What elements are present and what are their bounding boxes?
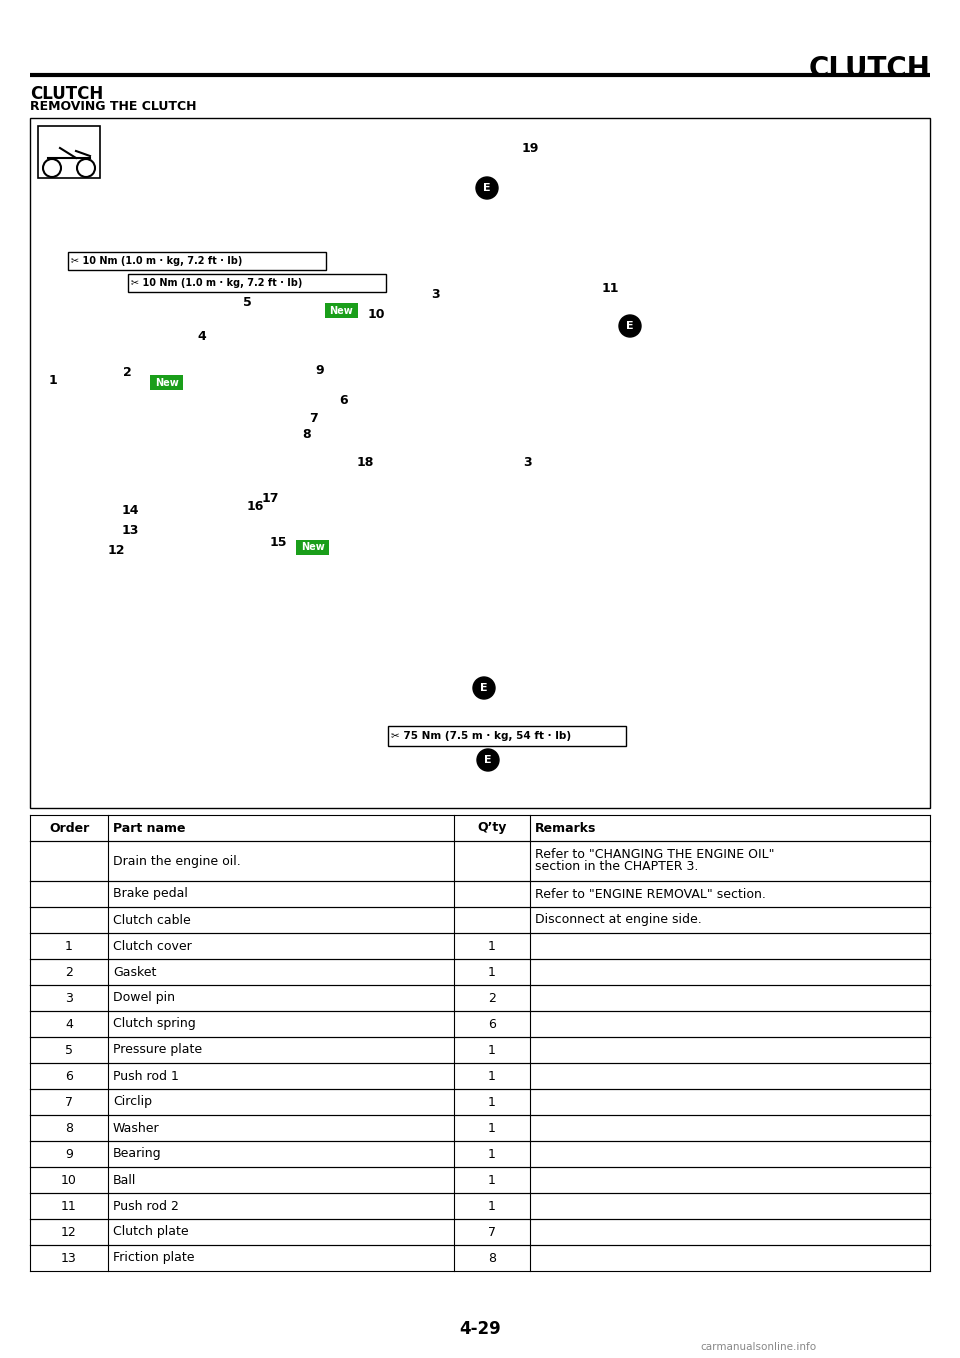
Bar: [30, 118, 930, 808]
Text: Clutch plate: Clutch plate: [113, 1225, 188, 1238]
Text: CLUTCH: CLUTCH: [30, 86, 104, 103]
Text: 1: 1: [488, 940, 496, 952]
Text: 6: 6: [65, 1070, 73, 1082]
Bar: [68, 253, 326, 270]
Text: 2: 2: [65, 966, 73, 979]
Text: 1: 1: [488, 1199, 496, 1213]
Text: Push rod 1: Push rod 1: [113, 1070, 179, 1082]
Bar: [38, 126, 100, 178]
Bar: [150, 375, 183, 390]
Circle shape: [477, 750, 499, 771]
Text: 4: 4: [65, 1017, 73, 1031]
Text: 12: 12: [61, 1225, 77, 1238]
Text: Q’ty: Q’ty: [477, 822, 507, 835]
Text: REMOVING THE CLUTCH: REMOVING THE CLUTCH: [30, 100, 197, 113]
Text: Gasket: Gasket: [113, 966, 156, 979]
Text: ✂ 10 Nm (1.0 m · kg, 7.2 ft · lb): ✂ 10 Nm (1.0 m · kg, 7.2 ft · lb): [71, 257, 242, 266]
Circle shape: [476, 177, 498, 200]
Text: 18: 18: [356, 455, 373, 469]
Text: 7: 7: [488, 1225, 496, 1238]
Text: CLUTCH: CLUTCH: [808, 56, 930, 83]
Text: Clutch cable: Clutch cable: [113, 914, 191, 926]
Text: 5: 5: [65, 1043, 73, 1057]
Text: 9: 9: [316, 364, 324, 376]
Text: 11: 11: [61, 1199, 77, 1213]
Text: Remarks: Remarks: [535, 822, 596, 835]
Text: Order: Order: [49, 822, 89, 835]
Text: 13: 13: [121, 523, 138, 536]
Text: 4: 4: [198, 330, 206, 342]
Text: 10: 10: [61, 1173, 77, 1187]
Text: Brake pedal: Brake pedal: [113, 888, 188, 900]
Text: 3: 3: [524, 455, 532, 469]
Text: 1: 1: [488, 966, 496, 979]
Text: 5: 5: [243, 296, 252, 310]
Text: Friction plate: Friction plate: [113, 1252, 195, 1264]
Text: 15: 15: [269, 536, 287, 550]
Circle shape: [619, 315, 641, 337]
Text: Ball: Ball: [113, 1173, 136, 1187]
Text: 12: 12: [108, 543, 125, 557]
Text: Bearing: Bearing: [113, 1148, 161, 1161]
Text: 3: 3: [431, 288, 440, 301]
Text: 8: 8: [65, 1122, 73, 1134]
Text: 17: 17: [261, 492, 278, 505]
Text: E: E: [626, 320, 634, 331]
Text: 2: 2: [488, 991, 496, 1005]
Text: Clutch cover: Clutch cover: [113, 940, 192, 952]
Text: 13: 13: [61, 1252, 77, 1264]
Text: 1: 1: [65, 940, 73, 952]
Text: section in the CHAPTER 3.: section in the CHAPTER 3.: [535, 861, 698, 873]
Text: Dowel pin: Dowel pin: [113, 991, 175, 1005]
Text: E: E: [483, 183, 491, 193]
Text: Refer to "CHANGING THE ENGINE OIL": Refer to "CHANGING THE ENGINE OIL": [535, 849, 775, 861]
Text: 19: 19: [521, 141, 539, 155]
Text: New: New: [155, 378, 179, 387]
Text: ✂ 75 Nm (7.5 m · kg, 54 ft · lb): ✂ 75 Nm (7.5 m · kg, 54 ft · lb): [391, 731, 571, 741]
Text: Push rod 2: Push rod 2: [113, 1199, 179, 1213]
Text: 14: 14: [121, 504, 139, 516]
Text: 1: 1: [488, 1148, 496, 1161]
Text: Part name: Part name: [113, 822, 185, 835]
Text: 1: 1: [488, 1173, 496, 1187]
Text: E: E: [480, 683, 488, 693]
Text: Disconnect at engine side.: Disconnect at engine side.: [535, 914, 702, 926]
Text: 6: 6: [488, 1017, 496, 1031]
Text: Circlip: Circlip: [113, 1096, 152, 1108]
Text: E: E: [484, 755, 492, 765]
Text: 8: 8: [488, 1252, 496, 1264]
Text: 1: 1: [488, 1122, 496, 1134]
Text: 3: 3: [65, 991, 73, 1005]
Text: 11: 11: [601, 281, 619, 295]
Bar: [296, 540, 329, 555]
Text: 4-29: 4-29: [459, 1320, 501, 1338]
Text: 6: 6: [340, 394, 348, 406]
Text: Pressure plate: Pressure plate: [113, 1043, 203, 1057]
Text: Drain the engine oil.: Drain the engine oil.: [113, 854, 241, 868]
Text: 8: 8: [302, 429, 311, 441]
Bar: [388, 727, 626, 746]
Text: carmanualsonline.info: carmanualsonline.info: [700, 1342, 816, 1353]
Bar: [128, 274, 386, 292]
Circle shape: [473, 678, 495, 699]
Text: 1: 1: [488, 1070, 496, 1082]
Text: 10: 10: [368, 308, 385, 322]
Text: New: New: [300, 542, 324, 553]
Text: Clutch spring: Clutch spring: [113, 1017, 196, 1031]
Text: Washer: Washer: [113, 1122, 159, 1134]
Text: New: New: [329, 306, 353, 315]
Text: 16: 16: [247, 501, 264, 513]
Text: 9: 9: [65, 1148, 73, 1161]
Text: 1: 1: [488, 1043, 496, 1057]
Text: Refer to "ENGINE REMOVAL" section.: Refer to "ENGINE REMOVAL" section.: [535, 888, 766, 900]
Text: 2: 2: [123, 365, 132, 379]
Bar: [325, 303, 358, 318]
Text: 7: 7: [308, 411, 318, 425]
Text: 1: 1: [49, 373, 58, 387]
Text: 7: 7: [65, 1096, 73, 1108]
Text: 1: 1: [488, 1096, 496, 1108]
Text: ✂ 10 Nm (1.0 m · kg, 7.2 ft · lb): ✂ 10 Nm (1.0 m · kg, 7.2 ft · lb): [131, 278, 302, 288]
